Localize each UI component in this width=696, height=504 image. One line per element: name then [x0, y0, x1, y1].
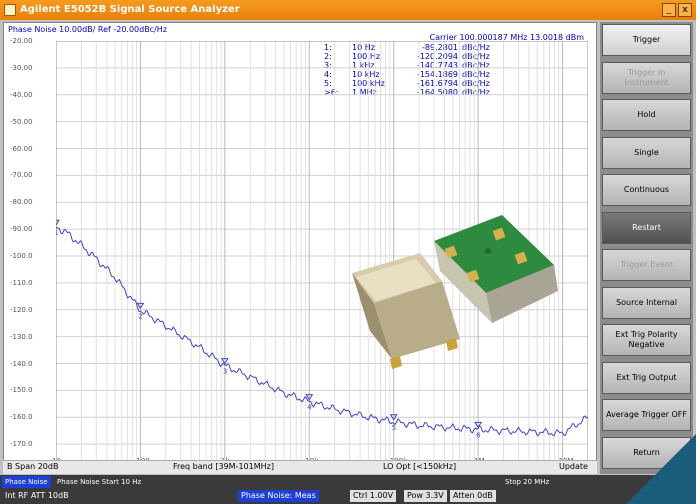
marker-triangle	[220, 358, 229, 365]
softkey-trigger-event[interactable]: Trigger Event	[602, 249, 691, 281]
update-button[interactable]: Update	[559, 462, 588, 471]
marker-row: 4: 10 kHz -154.1869 dBc/Hz	[324, 70, 502, 79]
meas-status: Phase Noise: Meas	[238, 490, 319, 502]
status-line-state: Int RF ATT 10dB Phase Noise: Meas Ctrl 1…	[2, 489, 692, 502]
pcb-oscillator	[434, 215, 558, 323]
marker-freq: 1 kHz	[352, 61, 375, 70]
marker-row: >6: 1 MHz -164.5080 dBc/Hz	[324, 88, 502, 97]
y-tick-label: -60.00	[10, 144, 33, 153]
oscillator-photo	[352, 215, 558, 369]
marker-value: -120.2094	[416, 52, 458, 61]
y-tick-label: -160.0	[10, 413, 33, 422]
trace-header: Phase Noise 10.00dB/ Ref -20.00dBc/Hz	[8, 25, 168, 34]
marker-freq: 10 Hz	[352, 43, 375, 52]
marker-triangle	[136, 302, 145, 310]
y-tick-label: -150.0	[10, 386, 33, 395]
softkey-continuous[interactable]: Continuous	[602, 174, 691, 206]
marker-id: 1:	[324, 43, 332, 52]
softkey-trigger-in-instrument[interactable]: Trigger In Instrument	[602, 61, 691, 94]
softkey-hold[interactable]: Hold	[602, 99, 691, 131]
marker-freq: 1 MHz	[352, 88, 377, 97]
status-line-sweep: Phase Noise Phase Noise Start 10 Hz Stop…	[2, 476, 596, 488]
freq-band-label: Freq band [39M-101MHz]	[173, 462, 274, 471]
y-tick-label: -30.00	[10, 63, 33, 72]
softkey-average-trigger-off[interactable]: Average Trigger OFF	[602, 399, 691, 431]
marker-value: -154.1869	[416, 70, 458, 79]
marker-triangle	[389, 414, 398, 421]
corner-decoration	[626, 434, 696, 504]
softkey-trigger[interactable]: Trigger	[602, 24, 691, 56]
title-bar: Agilent E5052B Signal Source Analyzer _ …	[0, 0, 696, 20]
marker-id: >6:	[324, 88, 339, 97]
softkey-ext-trig-output[interactable]: Ext Trig Output	[602, 361, 691, 394]
y-tick-label: -120.0	[10, 305, 33, 314]
marker-freq: 100 Hz	[352, 52, 381, 61]
y-tick-label: -80.00	[10, 198, 33, 207]
close-button[interactable]: x	[678, 3, 692, 17]
atten-setting[interactable]: Atten 0dB	[450, 490, 496, 502]
marker-value: -89.2801	[422, 43, 458, 52]
marker-triangle	[474, 421, 483, 429]
phase-noise-trace	[56, 226, 588, 437]
metal-oscillator	[352, 253, 460, 369]
marker-row: 1: 10 Hz -89.2801 dBc/Hz	[324, 43, 502, 52]
marker-value: -161.6794	[416, 79, 458, 88]
marker-value: -164.5080	[416, 88, 458, 97]
marker-unit: dBc/Hz	[462, 79, 490, 88]
marker-label: 1	[56, 229, 58, 237]
phase-noise-tab[interactable]: Phase Noise	[2, 476, 51, 488]
marker-triangle	[305, 394, 314, 401]
marker-unit: dBc/Hz	[462, 43, 490, 52]
marker-label: 2	[138, 312, 142, 320]
marker-row: 2: 100 Hz -120.2094 dBc/Hz	[324, 52, 502, 61]
marker-id: 5:	[324, 79, 332, 88]
softkey-restart[interactable]: Restart	[602, 211, 691, 244]
annotation-bar: B Span 20dB Freq band [39M-101MHz] LO Op…	[3, 460, 597, 474]
minimize-button[interactable]: _	[662, 3, 676, 17]
marker-id: 2:	[324, 52, 332, 61]
y-tick-label: -130.0	[10, 332, 33, 341]
marker-row: 3: 1 kHz -140.7743 dBc/Hz	[324, 61, 502, 70]
marker-label: 5	[392, 424, 396, 432]
plot-panel: Phase Noise 10.00dB/ Ref -20.00dBc/Hz Ca…	[3, 22, 597, 475]
marker-value: -140.7743	[416, 61, 458, 70]
y-tick-label: -110.0	[10, 278, 33, 287]
y-tick-label: -140.0	[10, 359, 33, 368]
marker-freq: 10 kHz	[352, 70, 380, 79]
power-voltage[interactable]: Pow 3.3V	[404, 490, 447, 502]
span-label: B Span 20dB	[7, 462, 59, 471]
marker-triangle	[56, 219, 60, 227]
app-icon	[4, 4, 16, 16]
carrier-readout: Carrier 100.000187 MHz 13.0018 dBm	[429, 33, 584, 42]
y-tick-label: -40.00	[10, 90, 33, 99]
stop-freq: Stop 20 MHz	[505, 478, 550, 486]
marker-label: 4	[307, 404, 312, 412]
marker-label: 3	[223, 368, 227, 376]
marker-unit: dBc/Hz	[462, 52, 490, 61]
marker-id: 4:	[324, 70, 332, 79]
rf-atten: Int RF ATT 10dB	[5, 491, 69, 500]
y-tick-label: -100.0	[10, 252, 33, 260]
ctrl-voltage[interactable]: Ctrl 1.00V	[350, 490, 397, 502]
start-freq: Phase Noise Start 10 Hz	[57, 478, 142, 486]
marker-unit: dBc/Hz	[462, 61, 490, 70]
marker-label: 6	[476, 431, 481, 439]
y-tick-label: -20.00	[10, 37, 33, 45]
lo-opt-label: LO Opt [<150kHz]	[383, 462, 457, 471]
window-title: Agilent E5052B Signal Source Analyzer	[20, 4, 240, 15]
softkey-source-internal[interactable]: Source Internal	[602, 286, 691, 319]
softkey-single[interactable]: Single	[602, 136, 691, 169]
y-tick-label: -50.00	[10, 117, 33, 126]
y-tick-label: -90.00	[10, 225, 33, 234]
marker-unit: dBc/Hz	[462, 88, 490, 97]
marker-id: 3:	[324, 61, 332, 70]
y-tick-label: -70.00	[10, 171, 33, 180]
y-tick-label: -170.0	[10, 440, 33, 449]
softkey-ext-trig-polarity-negative[interactable]: Ext Trig Polarity Negative	[602, 324, 691, 356]
status-bar: Phase Noise Phase Noise Start 10 Hz Stop…	[0, 475, 696, 504]
softkey-panel: Trigger Trigger In Instrument Hold Single Co…	[600, 22, 693, 474]
marker-unit: dBc/Hz	[462, 70, 490, 79]
